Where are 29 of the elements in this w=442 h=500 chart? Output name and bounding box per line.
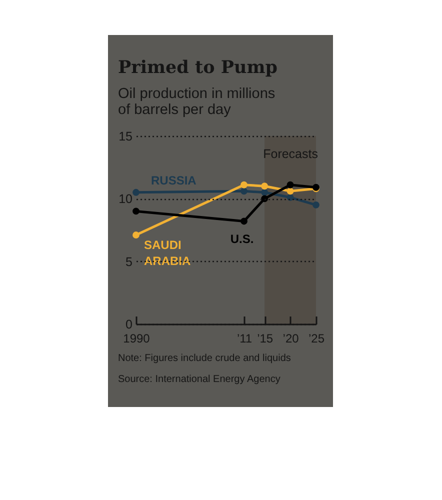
x-tick-label: ’15 [257, 332, 274, 346]
y-tick-label: 5 [126, 254, 133, 269]
y-tick-label: 10 [118, 192, 133, 206]
point [261, 195, 268, 202]
chart-title: Primed to Pump [118, 58, 278, 78]
x-tick-label: ’20 [282, 332, 300, 346]
point [240, 218, 248, 225]
x-tick-label: ’25 [308, 332, 325, 346]
point [132, 208, 140, 215]
y-tick-label: 0 [126, 318, 133, 332]
point [240, 188, 248, 195]
chart-subtitle: Oil production in millions of barrels per day [118, 86, 276, 118]
band-label: Forecasts [263, 147, 318, 161]
y-tick-label: 15 [118, 130, 133, 144]
point [286, 188, 294, 195]
point [261, 182, 268, 190]
x-tick-label: ’11 [236, 332, 252, 346]
point [286, 181, 294, 188]
series-label: RUSSIA [151, 173, 197, 188]
point [312, 201, 320, 208]
point [132, 232, 140, 238]
series-label: SAUDI ARABIA [144, 238, 191, 268]
point [132, 188, 140, 196]
point [261, 188, 268, 196]
point [240, 181, 248, 188]
x-tick-label: 1990 [123, 332, 150, 346]
text: Note: Figures include crude and liquids [118, 353, 291, 364]
source-note: Source: International Energy Agency [118, 374, 280, 385]
series-label: U.S. [230, 232, 254, 246]
